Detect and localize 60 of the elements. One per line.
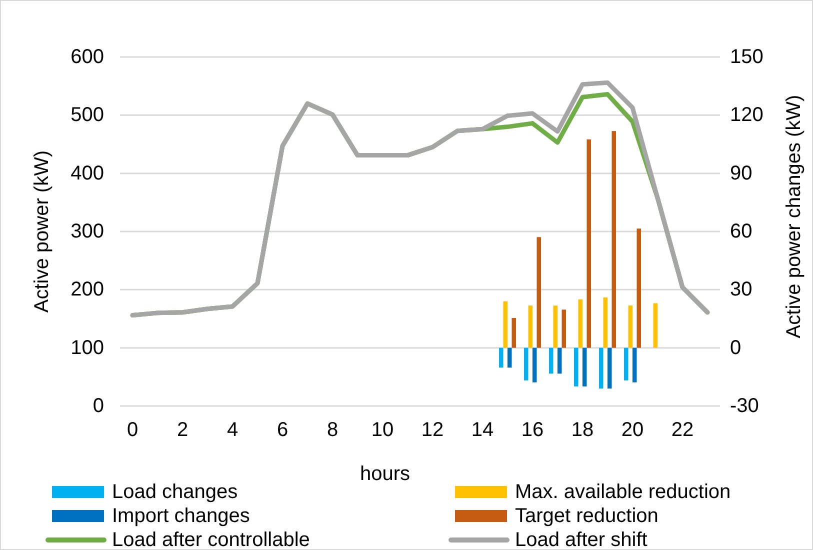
bar [578,299,582,348]
x-tick-label: 12 [421,419,444,441]
legend-label: Load changes [112,481,238,503]
y-tick-label: 100 [70,336,104,359]
y-tick-label: 300 [70,220,104,242]
x-tick-label: 0 [126,419,138,441]
x-tick-label: 14 [471,419,494,441]
bar [612,131,616,348]
bar [512,318,516,348]
y2-tick-label: 0 [730,336,742,359]
x-tick-label: 10 [371,419,394,441]
x-tick-label: 22 [671,419,694,441]
bar [553,306,558,348]
bar [499,348,504,368]
bar [603,297,608,348]
x-tick-label: 16 [521,419,544,441]
bar [599,348,604,389]
bar [562,310,566,348]
bar [582,348,587,386]
x-tick-label: 6 [276,419,288,441]
x-tick-label: 2 [176,419,188,441]
bar [524,348,528,380]
x-tick-label: 20 [621,419,644,441]
bar [508,348,512,368]
bar [503,301,508,348]
x-axis-title: hours [360,463,410,485]
y2-tick-label: 150 [730,46,764,68]
legend-label: Target reduction [515,505,658,527]
legend-label: Import changes [112,505,250,527]
bar [586,139,591,348]
bar [528,306,532,348]
y2-tick-label: 90 [730,162,752,184]
bar [628,306,632,348]
y-tick-label: 0 [92,395,104,417]
bar [532,348,537,382]
y2-tick-label: 30 [730,278,752,301]
legend-label: Load after controllable [112,529,310,550]
bar [536,237,541,348]
legend-label: Load after shift [515,529,648,550]
y2-tick-label: 60 [730,220,752,242]
y2-axis-title: Active power changes (kW) [783,94,805,338]
y-tick-label: 500 [70,104,104,126]
bar [558,348,562,374]
y-tick-label: 600 [70,46,104,68]
bar [632,348,637,382]
bar [636,228,641,348]
bar [549,348,554,374]
x-tick-label: 8 [326,419,338,441]
bar [608,348,612,389]
bar [624,348,628,380]
x-tick-label: 18 [571,419,594,441]
y-tick-label: 400 [70,162,104,184]
legend-label: Max. available reduction [515,481,731,503]
y-axis-title: Active power (kW) [31,150,53,313]
y-tick-label: 200 [70,278,104,301]
bar [574,348,578,386]
y2-tick-label: 120 [730,104,764,126]
bar [653,303,658,348]
y2-tick-label: -30 [730,395,759,417]
x-tick-label: 4 [226,419,238,441]
